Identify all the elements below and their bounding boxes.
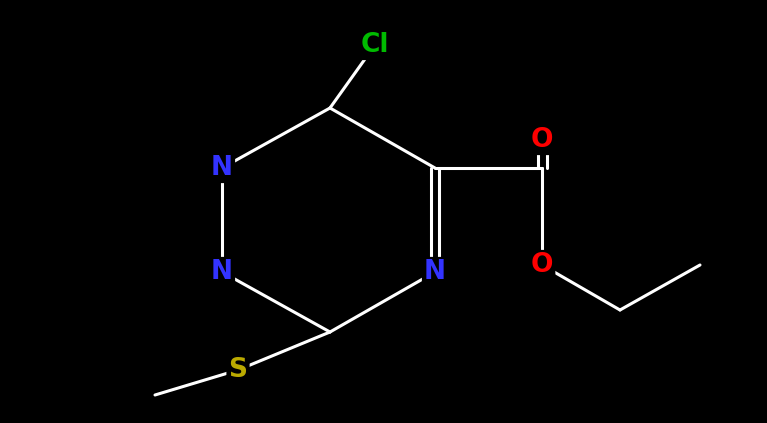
Text: Cl: Cl [360,32,389,58]
Text: S: S [229,357,248,383]
Text: O: O [531,252,553,278]
Text: N: N [211,155,233,181]
Text: O: O [531,127,553,153]
Text: N: N [424,259,446,285]
Text: N: N [211,259,233,285]
